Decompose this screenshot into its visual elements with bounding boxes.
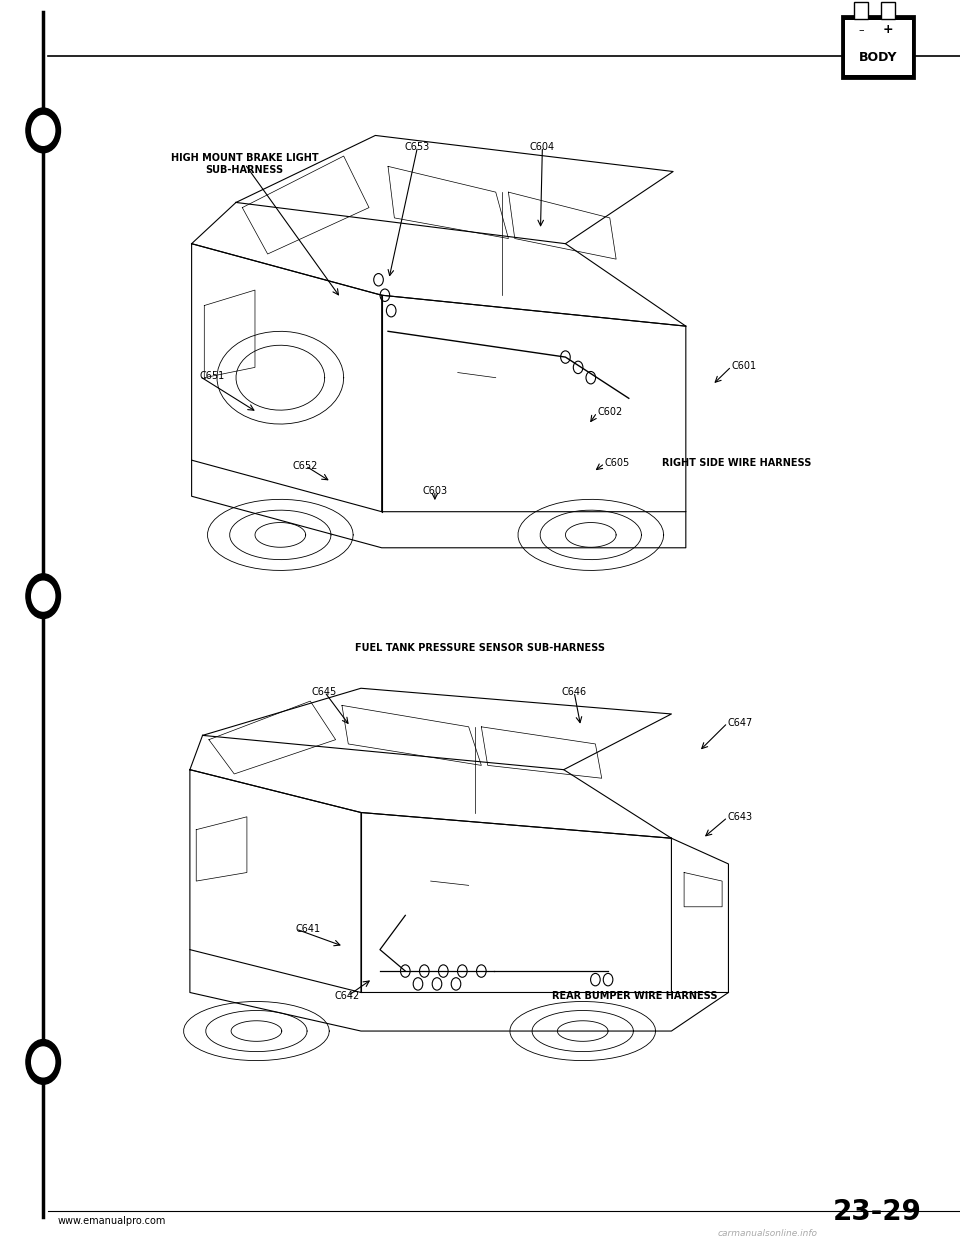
Text: carmanualsonline.info: carmanualsonline.info (718, 1230, 818, 1238)
Text: C604: C604 (530, 142, 555, 152)
Text: C642: C642 (335, 991, 360, 1001)
Circle shape (26, 108, 60, 153)
Text: RIGHT SIDE WIRE HARNESS: RIGHT SIDE WIRE HARNESS (662, 458, 812, 468)
Text: FUEL TANK PRESSURE SENSOR SUB-HARNESS: FUEL TANK PRESSURE SENSOR SUB-HARNESS (355, 643, 605, 653)
Text: C646: C646 (562, 687, 587, 697)
Circle shape (32, 116, 55, 145)
Text: C601: C601 (732, 361, 756, 371)
Text: BODY: BODY (859, 51, 898, 63)
Text: HIGH MOUNT BRAKE LIGHT
SUB-HARNESS: HIGH MOUNT BRAKE LIGHT SUB-HARNESS (171, 153, 319, 175)
Text: C652: C652 (293, 461, 318, 471)
Text: C647: C647 (728, 718, 753, 728)
FancyBboxPatch shape (881, 2, 895, 19)
Text: C643: C643 (728, 812, 753, 822)
Circle shape (26, 574, 60, 619)
Text: C653: C653 (405, 142, 430, 152)
Text: www.emanualpro.com: www.emanualpro.com (58, 1216, 166, 1226)
Circle shape (26, 1040, 60, 1084)
Text: –: – (858, 25, 864, 35)
Text: C605: C605 (605, 458, 630, 468)
Text: +: + (882, 24, 894, 36)
Text: C645: C645 (312, 687, 337, 697)
Text: C602: C602 (597, 407, 622, 417)
FancyBboxPatch shape (854, 2, 868, 19)
FancyBboxPatch shape (846, 20, 912, 75)
Text: 23-29: 23-29 (832, 1197, 922, 1226)
Text: C651: C651 (200, 371, 225, 381)
Circle shape (32, 581, 55, 611)
Text: C603: C603 (422, 486, 447, 496)
Text: C641: C641 (296, 924, 321, 934)
FancyBboxPatch shape (843, 16, 914, 78)
Circle shape (32, 1047, 55, 1077)
Text: REAR BUMPER WIRE HARNESS: REAR BUMPER WIRE HARNESS (552, 991, 717, 1001)
